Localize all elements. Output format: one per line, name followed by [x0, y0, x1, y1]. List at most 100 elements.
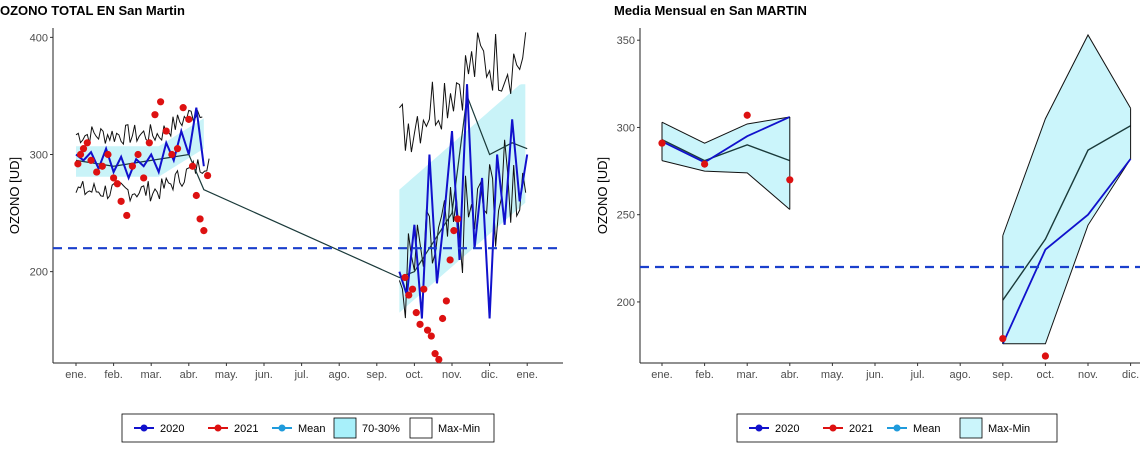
x-tick-label: ene.	[65, 369, 86, 381]
x-tick-label: feb.	[104, 369, 122, 381]
series-2021-point	[1041, 352, 1049, 360]
x-tick-label: mar.	[736, 369, 757, 381]
series-2021-point	[454, 215, 462, 223]
series-2021-point	[173, 145, 182, 153]
x-tick-label: ago.	[328, 369, 349, 381]
max-line	[661, 116, 790, 144]
x-tick-label: jul.	[294, 369, 309, 381]
x-tick-label: dic.	[1122, 369, 1139, 381]
x-tick-label: nov.	[442, 369, 462, 381]
series-2020-line	[1001, 158, 1132, 345]
series-2021-point	[117, 197, 125, 205]
legend-swatch	[409, 417, 433, 439]
series-2021-point	[450, 227, 458, 235]
x-tick-label: may.	[215, 369, 238, 381]
y-axis-label: OZONO [UD]	[595, 157, 610, 234]
y-tick-label: 350	[617, 35, 635, 47]
series-2021-point	[701, 160, 709, 168]
y-tick-label: 200	[30, 267, 48, 279]
x-tick-label: sep.	[992, 369, 1013, 381]
legend-swatch	[755, 424, 763, 432]
series-2021-point	[145, 139, 153, 147]
band-70-30-segment	[76, 118, 204, 177]
series-2021-point	[168, 150, 176, 159]
legend-swatch	[214, 424, 222, 432]
x-tick-label: abr.	[781, 369, 799, 381]
legend-swatch	[893, 424, 901, 432]
legend-swatch	[140, 424, 148, 432]
y-axis-label: OZONO [UD]	[7, 157, 22, 234]
series-2021-point	[786, 176, 794, 184]
series-2021-point	[162, 127, 170, 135]
legend-label: Max-Min	[988, 423, 1030, 435]
min-line	[1002, 158, 1132, 345]
series-2021-point	[420, 285, 428, 293]
legend-label: 70-30%	[362, 423, 400, 435]
series-2021-point	[76, 150, 85, 159]
series-2021-point	[442, 297, 450, 305]
series-2021-point	[113, 180, 121, 188]
x-tick-label: ene.	[651, 369, 672, 381]
series-2021-point	[87, 156, 95, 164]
chart-title: OZONO TOTAL EN San Martin	[0, 3, 185, 18]
series-2021-point	[446, 256, 454, 264]
series-2020-line	[661, 116, 791, 164]
series-2021-point	[134, 150, 142, 159]
series-2021-point	[401, 273, 409, 282]
legend-swatch	[333, 417, 357, 439]
legend-swatch	[278, 424, 286, 432]
max-line	[399, 32, 527, 153]
y-tick-label: 300	[617, 122, 635, 134]
series-mean-line	[661, 139, 791, 162]
series-2021-point	[93, 168, 101, 176]
legend-label: Mean	[913, 423, 941, 435]
min-line	[661, 160, 791, 210]
series-2021-point	[412, 309, 420, 317]
legend-label: Mean	[298, 423, 326, 435]
series-2021-point	[192, 191, 200, 200]
series-2021-point	[185, 115, 193, 123]
series-2021-point	[179, 104, 187, 112]
legend-swatch	[959, 417, 983, 439]
series-2021-point	[140, 174, 148, 182]
series-2020-line	[75, 107, 205, 181]
series-2021-point	[104, 150, 112, 159]
series-2021-point	[151, 111, 159, 119]
x-tick-label: dic.	[481, 369, 498, 381]
series-2021-point	[110, 174, 118, 182]
series-2021-point	[200, 227, 208, 235]
legend-label: 2021	[849, 423, 873, 435]
x-tick-label: jun.	[865, 369, 884, 381]
series-2021-point	[435, 355, 443, 364]
series-2021-point	[83, 139, 91, 147]
x-tick-label: nov.	[1078, 369, 1098, 381]
series-2021-point	[157, 98, 165, 106]
legend: 2020 2021 Mean Max-Min	[736, 413, 1058, 443]
chart-title: Media Mensual en San MARTIN	[614, 3, 807, 18]
series-2021-point	[74, 160, 82, 168]
x-tick-label: mar.	[140, 369, 161, 381]
series-2021-point	[743, 111, 751, 119]
max-line	[75, 109, 203, 146]
series-2021-point	[128, 162, 136, 170]
x-tick-label: ene.	[516, 369, 537, 381]
x-tick-label: abr.	[180, 369, 198, 381]
legend-swatch	[829, 424, 837, 432]
legend-label: Max-Min	[438, 423, 480, 435]
x-tick-label: jul.	[910, 369, 925, 381]
series-2021-point	[405, 291, 413, 299]
max-line	[1002, 33, 1132, 236]
y-tick-label: 250	[617, 210, 635, 222]
series-2021-point	[123, 211, 131, 220]
series-2021-point	[408, 285, 417, 293]
min-line	[75, 158, 210, 203]
x-tick-label: ago.	[949, 369, 970, 381]
series-2021-point	[439, 314, 447, 323]
series-2021-point	[204, 171, 212, 180]
y-tick-label: 400	[30, 32, 48, 44]
series-2021-point	[999, 334, 1007, 343]
series-2021-point	[658, 139, 666, 147]
x-tick-label: feb.	[695, 369, 713, 381]
x-tick-label: oct.	[406, 369, 424, 381]
